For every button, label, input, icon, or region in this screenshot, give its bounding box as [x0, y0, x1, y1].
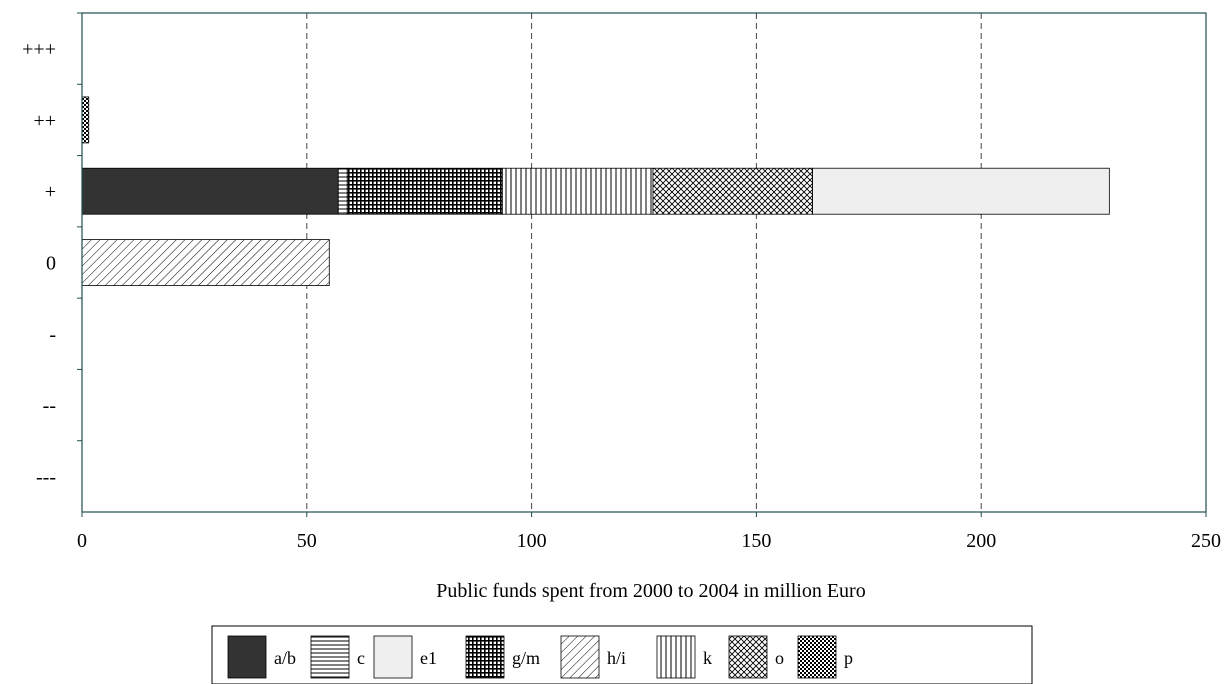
bar-segment-hi-3	[81, 239, 330, 286]
legend-label: e1	[420, 648, 437, 668]
x-tick-label: 100	[517, 530, 547, 552]
bar-segment-p-1	[81, 96, 90, 144]
x-tick-label: 150	[741, 530, 771, 552]
legend-label: k	[703, 648, 712, 668]
legend-swatch-p	[797, 635, 837, 679]
y-tick-label: ++	[33, 110, 56, 132]
legend-label: a/b	[274, 648, 296, 668]
legend-label: o	[775, 648, 784, 668]
legend-swatch-k	[656, 635, 696, 679]
bar-segment-k-2	[501, 167, 654, 215]
grid-lines	[306, 13, 982, 512]
legend-label: p	[844, 648, 853, 668]
bar-segment-e1-2	[812, 167, 1110, 215]
legend-label: h/i	[607, 648, 626, 668]
y-tick-label: --	[43, 395, 56, 417]
y-tick-label: -	[49, 324, 56, 346]
legend-swatch-c	[310, 635, 350, 679]
legend-swatch-ab	[227, 635, 267, 679]
legend-swatch-hi	[560, 635, 600, 679]
bars	[81, 96, 1110, 286]
y-tick-label: +++	[22, 39, 56, 61]
bar-segment-o-2	[652, 167, 814, 215]
x-tick-label: 200	[966, 530, 996, 552]
bar-segment-c-2	[337, 167, 348, 215]
legend-label: g/m	[512, 648, 540, 668]
bar-segment-gm-2	[346, 167, 503, 215]
y-tick-label: +	[45, 181, 56, 203]
x-tick-label: 0	[77, 530, 87, 552]
legend: a/b c e1 g/m h/i k o p	[227, 635, 853, 679]
x-tick-label: 250	[1191, 530, 1221, 552]
x-tick-labels: 0 50 100 150 200 250	[77, 512, 1221, 552]
legend-swatch-e1	[373, 635, 413, 679]
y-tick-label: 0	[46, 253, 56, 275]
plot-frame	[81, 12, 1207, 513]
legend-swatch-o	[728, 635, 768, 679]
x-axis-title: Public funds spent from 2000 to 2004 in …	[436, 580, 865, 602]
legend-swatch-gm	[465, 635, 505, 679]
y-tick-label: ---	[36, 466, 56, 488]
x-tick-label: 50	[297, 530, 317, 552]
legend-label: c	[357, 648, 365, 668]
bar-segment-ab-2	[81, 167, 339, 215]
y-tick-labels: ++++++0------	[22, 12, 82, 488]
